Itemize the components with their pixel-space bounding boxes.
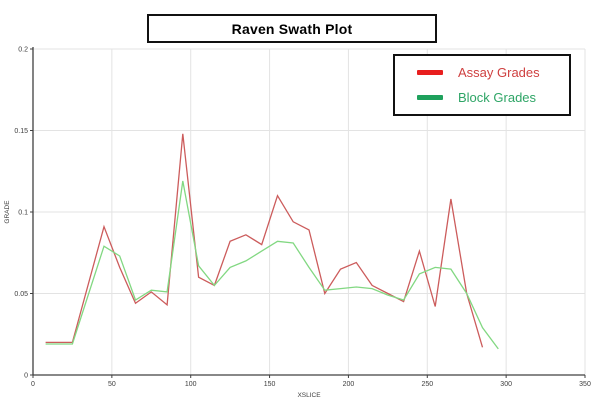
x-tick-label: 350 [579,381,591,388]
block-grades-line [45,180,499,350]
chart-title-box: Raven Swath Plot [147,14,437,43]
y-tick-label: 0.2 [18,47,28,54]
y-tick-label: 0.15 [14,128,28,135]
x-tick-label: 250 [421,381,433,388]
x-tick-label: 200 [343,381,355,388]
y-axis-title: GRADE [4,200,11,224]
legend-item-block: Block Grades [417,90,569,105]
y-tick-label: 0.05 [14,291,28,298]
legend-item-assay: Assay Grades [417,65,569,80]
legend: Assay Grades Block Grades [393,54,571,116]
y-tick-label: 0.1 [18,210,28,217]
block-line-swatch-icon [417,95,443,100]
x-axis-title: XSLICE [297,392,321,399]
x-tick-label: 150 [264,381,276,388]
assay-grades-line [45,133,484,348]
legend-label-block: Block Grades [458,90,537,105]
x-tick-label: 100 [185,381,197,388]
chart-title: Raven Swath Plot [231,20,353,37]
x-tick-label: 50 [108,381,116,388]
legend-label-assay: Assay Grades [458,65,540,80]
x-tick-label: 300 [500,381,512,388]
y-tick-label: 0 [24,373,28,380]
x-tick-label: 0 [31,381,35,388]
assay-line-swatch-icon [417,70,443,75]
